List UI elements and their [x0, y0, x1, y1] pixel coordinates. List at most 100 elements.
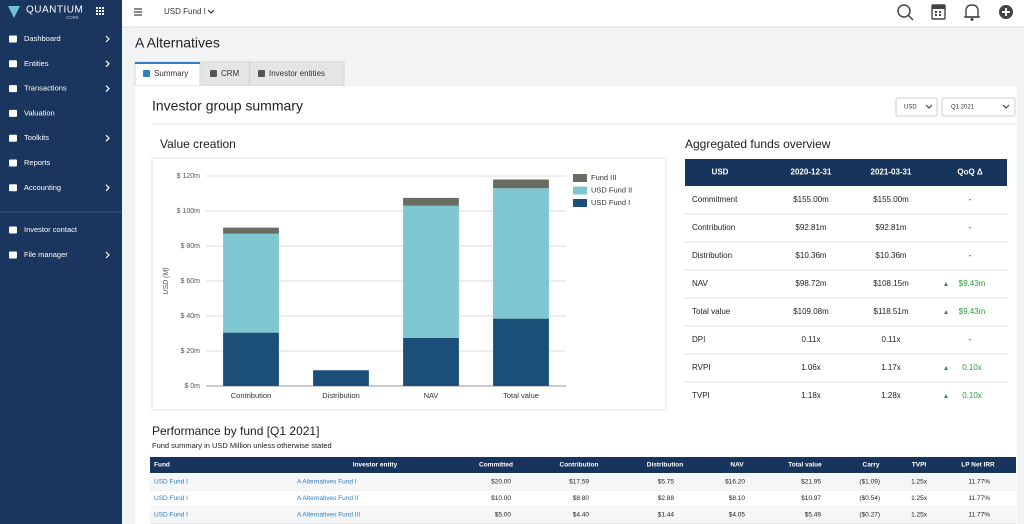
y-tick-label: $ 80m — [181, 243, 201, 250]
tab-icon[interactable] — [143, 70, 150, 77]
table-cell: Contribution — [692, 223, 735, 232]
tab-active-indicator — [135, 62, 200, 64]
currency-select-text[interactable]: USD — [904, 105, 917, 111]
bar-segment — [223, 233, 279, 333]
fund-selector-caret[interactable] — [207, 9, 215, 14]
search-icon[interactable] — [897, 4, 914, 21]
table-cell: $21.95 — [801, 479, 821, 486]
y-axis-label: USD (M) — [163, 267, 170, 294]
column-header: TVPI — [912, 462, 927, 469]
tab-icon[interactable] — [210, 70, 217, 77]
bell-icon[interactable] — [964, 4, 980, 21]
table-cell: ($0.27) — [859, 512, 880, 519]
table-cell[interactable]: USD Fund I — [154, 495, 188, 502]
nav-item[interactable]: Entities — [24, 59, 49, 68]
nav-icon[interactable] — [9, 159, 17, 167]
nav-chevron[interactable] — [105, 85, 110, 93]
nav-icon[interactable] — [9, 35, 17, 43]
table-cell[interactable]: USD Fund I — [154, 479, 188, 486]
tab-label[interactable]: Summary — [154, 69, 188, 78]
nav-item[interactable]: Valuation — [24, 108, 55, 117]
nav-chevron[interactable] — [105, 184, 110, 192]
nav-icon[interactable] — [9, 226, 17, 234]
logo-sub: CORE — [66, 15, 79, 20]
column-header: LP Net IRR — [961, 462, 995, 469]
y-tick-label: $ 40m — [181, 313, 201, 320]
y-tick-label: $ 100m — [177, 208, 201, 215]
aggregated-table: USD 2020-12-31 2021-03-31 QoQ Δ Commitment $1… — [685, 159, 1007, 400]
period-caret[interactable] — [1002, 104, 1010, 109]
x-tick-label: Contribution — [231, 391, 271, 400]
period-select[interactable] — [941, 97, 1016, 117]
nav-icon[interactable] — [9, 85, 17, 93]
table-cell[interactable]: USD Fund I — [154, 512, 188, 519]
column-header: 2020-12-31 — [791, 168, 832, 177]
fund-selector[interactable]: USD Fund I — [164, 7, 206, 16]
table-cell: $108.15m — [873, 279, 909, 288]
table-cell: $4.40 — [573, 512, 590, 519]
legend-label: Fund III — [591, 173, 616, 182]
table-cell: $9.43m — [959, 279, 986, 288]
y-tick-label: $ 0m — [184, 383, 200, 390]
table-cell[interactable]: A Alternatives Fund I — [297, 479, 357, 486]
tab[interactable] — [134, 61, 201, 87]
nav-icon[interactable] — [9, 60, 17, 68]
sidebar — [0, 0, 122, 524]
increase-arrow — [944, 366, 948, 370]
legend-swatch — [573, 199, 587, 207]
table-cell: RVPI — [692, 363, 711, 372]
nav-icon[interactable] — [9, 109, 17, 117]
currency-caret[interactable] — [925, 104, 933, 109]
nav-icon[interactable] — [9, 251, 17, 259]
period-select-text[interactable]: Q1 2021 — [951, 105, 975, 111]
table-cell: 1.06x — [801, 363, 821, 372]
tab-label[interactable]: CRM — [221, 69, 240, 78]
bar-segment — [493, 179, 549, 189]
tab[interactable] — [249, 61, 345, 87]
bar-segment — [223, 332, 279, 386]
nav-chevron[interactable] — [105, 134, 110, 142]
table-cell: - — [969, 195, 972, 204]
tab-label[interactable]: Investor entities — [269, 69, 325, 78]
nav-chevron[interactable] — [105, 251, 110, 259]
table-cell: NAV — [692, 279, 709, 288]
bar-segment — [403, 205, 459, 338]
table-cell: $2.88 — [658, 495, 675, 502]
nav-icon[interactable] — [9, 184, 17, 192]
table-cell[interactable]: A Alternatives Fund III — [297, 512, 360, 519]
column-header: Total value — [788, 462, 822, 469]
table-header — [150, 457, 1016, 473]
table-cell: 1.25x — [911, 512, 928, 519]
calendar-icon[interactable] — [931, 4, 946, 20]
column-header: NAV — [730, 462, 744, 469]
nav-item[interactable]: Accounting — [24, 183, 61, 192]
column-header: USD — [712, 168, 729, 177]
legend-swatch — [573, 186, 587, 195]
add-icon[interactable] — [999, 5, 1013, 19]
bar-segment — [493, 318, 549, 386]
nav-chevron[interactable] — [105, 60, 110, 68]
performance-table: Fund Investor entity Committed Contribution… — [150, 457, 1016, 524]
table-cell: $5.49 — [805, 512, 822, 519]
table-cell: $109.08m — [793, 307, 829, 316]
apps-icon[interactable] — [96, 7, 104, 15]
tab-icon[interactable] — [258, 70, 265, 77]
x-tick-label: Distribution — [322, 391, 360, 400]
table-cell: 11.77% — [968, 495, 990, 502]
nav-item[interactable]: Dashboard — [24, 34, 61, 43]
nav-item[interactable]: Reports — [24, 158, 51, 167]
currency-select[interactable] — [895, 97, 938, 117]
column-header: QoQ Δ — [957, 168, 983, 177]
nav-item[interactable]: Toolkits — [24, 133, 49, 142]
logo: QUANTIUM — [26, 5, 83, 16]
table-cell[interactable]: A Alternatives Fund II — [297, 495, 359, 502]
nav-item[interactable]: File manager — [24, 250, 68, 259]
nav-item[interactable]: Transactions — [24, 84, 67, 93]
menu-icon[interactable] — [134, 8, 142, 16]
nav-icon[interactable] — [9, 134, 17, 142]
nav-item[interactable]: Investor contact — [24, 225, 78, 234]
table-cell: $92.81m — [795, 223, 826, 232]
bar-segment — [313, 370, 369, 386]
nav-chevron[interactable] — [105, 35, 110, 43]
table-row — [150, 474, 1016, 491]
